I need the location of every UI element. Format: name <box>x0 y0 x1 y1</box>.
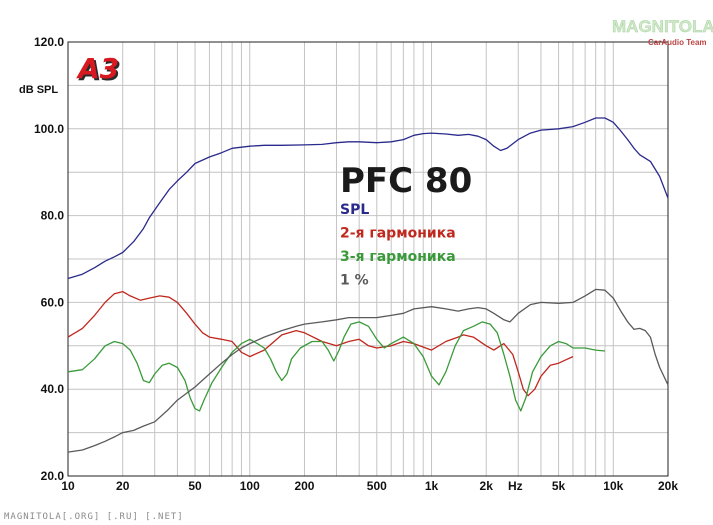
series-line-1 <box>67 117 669 280</box>
x-tick-labels: 10 20 50 100 200 500 1k 2k 5k 10k 20k <box>61 479 678 493</box>
legend-entry: SPL <box>340 202 369 218</box>
y-tick-label: 40.0 <box>41 382 65 396</box>
y-tick-label: 20.0 <box>41 469 65 483</box>
y-tick-label: 60.0 <box>41 295 65 309</box>
legend: SPL 2-я гармоника 3-я гармоника 1 % <box>340 202 456 289</box>
x-tick-label: 200 <box>294 479 314 493</box>
x-tick-label: 2k <box>480 479 494 493</box>
a3-logo-text: A3 <box>76 52 119 85</box>
x-tick-label: 20k <box>658 479 678 493</box>
grid <box>68 42 668 476</box>
chart-title: PFC 80 <box>340 161 472 201</box>
series-line-4 <box>67 288 669 453</box>
y-tick-label: 120.0 <box>34 35 64 49</box>
a3-logo-shadow: A3 <box>78 54 121 87</box>
x-tick-label: 100 <box>240 479 260 493</box>
a3-logo: A3 A3 <box>76 52 121 87</box>
footer-watermark: MAGNITOLA[.ORG] [.RU] [.NET] <box>4 512 184 522</box>
y-tick-label: 80.0 <box>41 209 65 223</box>
legend-entry: 3-я гармоника <box>340 249 456 265</box>
x-tick-label: 10k <box>603 479 623 493</box>
watermark-subtitle: CarAudio Team <box>648 38 707 47</box>
legend-entry: 1 % <box>340 273 369 289</box>
x-tick-label: 20 <box>116 479 130 493</box>
y-tick-label: 100.0 <box>34 122 64 136</box>
x-tick-label: 1k <box>425 479 439 493</box>
legend-entry: 2-я гармоника <box>340 226 456 242</box>
x-tick-label: 50 <box>188 479 202 493</box>
x-tick-label: 10 <box>61 479 75 493</box>
series-line-3 <box>67 321 606 412</box>
y-tick-labels: 20.0 40.0 60.0 80.0 100.0 120.0 <box>34 35 64 483</box>
x-unit-label: Hz <box>508 479 523 493</box>
y-axis-label: dB SPL <box>19 84 58 96</box>
x-tick-label: 500 <box>367 479 387 493</box>
watermark-title: MAGNITOLA <box>612 17 713 36</box>
series-layer <box>67 117 669 453</box>
plot-frame <box>67 41 669 477</box>
x-tick-label: 5k <box>552 479 566 493</box>
series-line-2 <box>67 290 574 397</box>
magnitola-watermark: MAGNITOLA CarAudio Team <box>612 17 713 47</box>
